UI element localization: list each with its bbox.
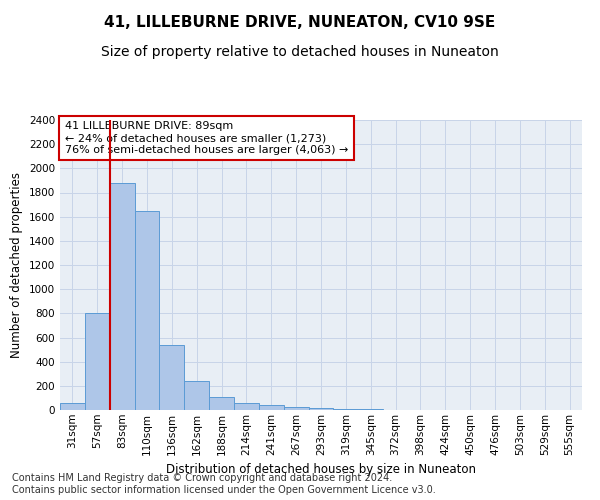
Bar [85, 314, 110, 410]
Bar [284, 407, 308, 410]
Bar [60, 404, 85, 410]
Bar [160, 346, 184, 410]
Bar [110, 183, 134, 410]
Bar [134, 210, 160, 410]
Text: 41, LILLEBURNE DRIVE, NUNEATON, CV10 9SE: 41, LILLEBURNE DRIVE, NUNEATON, CV10 9SE [104, 15, 496, 30]
Text: 41 LILLEBURNE DRIVE: 89sqm
← 24% of detached houses are smaller (1,273)
76% of s: 41 LILLEBURNE DRIVE: 89sqm ← 24% of deta… [65, 122, 349, 154]
Bar [259, 405, 284, 410]
Text: Contains HM Land Registry data © Crown copyright and database right 2024.
Contai: Contains HM Land Registry data © Crown c… [12, 474, 436, 495]
Bar [234, 404, 259, 410]
Bar [209, 398, 234, 410]
Bar [334, 409, 358, 410]
Bar [308, 408, 334, 410]
X-axis label: Distribution of detached houses by size in Nuneaton: Distribution of detached houses by size … [166, 463, 476, 476]
Bar [184, 381, 209, 410]
Y-axis label: Number of detached properties: Number of detached properties [10, 172, 23, 358]
Text: Size of property relative to detached houses in Nuneaton: Size of property relative to detached ho… [101, 45, 499, 59]
